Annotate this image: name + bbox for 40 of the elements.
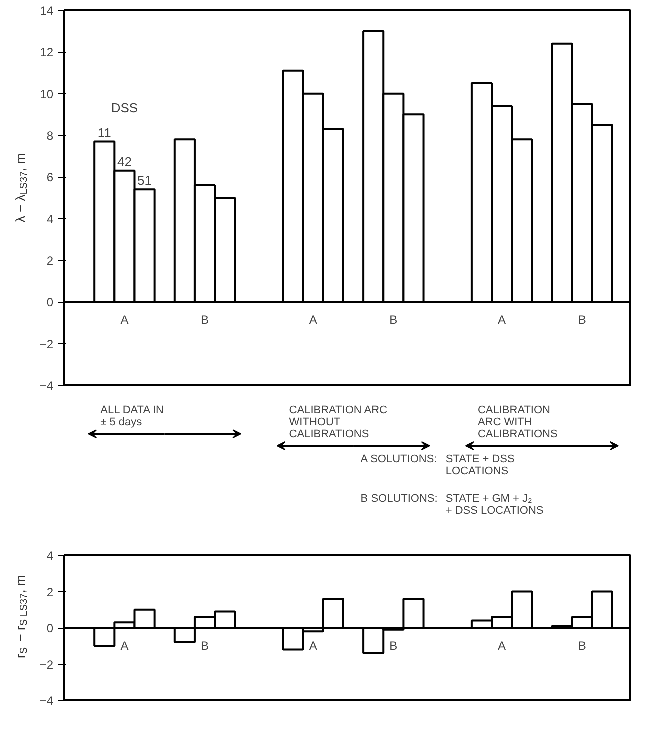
- x-tick-label: B: [578, 313, 586, 328]
- y-tick-label: 2: [46, 585, 54, 600]
- annotation: DSS: [111, 100, 138, 116]
- y-axis-title: λ − λLS37, m: [13, 153, 30, 223]
- x-tick-label: A: [498, 313, 506, 328]
- y-tick-label: 10: [40, 87, 54, 102]
- x-tick-label: B: [200, 313, 210, 328]
- y-tick-label: 4: [46, 549, 54, 563]
- x-tick-label: B: [200, 639, 210, 653]
- x-tick-label: A: [498, 639, 506, 653]
- series-label: 51: [138, 173, 152, 188]
- y-tick-label: −4: [40, 379, 54, 393]
- y-tick-label: 0: [46, 296, 54, 310]
- text: STATE + DSS LOCATIONS: [446, 454, 515, 478]
- x-tick-label: B: [578, 639, 586, 653]
- y-tick-label: 2: [46, 254, 54, 268]
- y-tick-label: 4: [46, 212, 54, 226]
- text: B SOLUTIONS:: [360, 492, 438, 505]
- y-tick-label: −2: [40, 658, 54, 672]
- y-tick-label: 12: [40, 46, 54, 60]
- text: A SOLUTIONS:: [360, 454, 438, 466]
- text: ALL DATA IN ± 5 days: [100, 404, 164, 429]
- x-tick-label: B: [390, 313, 398, 328]
- x-tick-label: A: [120, 639, 129, 653]
- text: STATE + GM + J₂ + DSS LOCATIONS: [446, 492, 544, 517]
- y-tick-label: 14: [40, 4, 54, 18]
- x-tick-label: A: [309, 639, 318, 653]
- y-tick-label: 0: [46, 622, 54, 636]
- text: CALIBRATION ARC WITHOUT CALIBRATIONS: [289, 404, 388, 440]
- y-tick-label: −2: [40, 337, 54, 352]
- text: CALIBRATION ARC WITH CALIBRATIONS: [478, 404, 558, 440]
- x-tick-label: B: [390, 639, 398, 653]
- y-tick-label: 6: [46, 170, 54, 185]
- series-label: 11: [98, 125, 112, 140]
- x-tick-label: A: [309, 313, 318, 328]
- y-axis-title: rS − rS LS37, m: [13, 575, 30, 659]
- x-tick-label: A: [120, 313, 129, 328]
- series-label: 42: [117, 154, 132, 170]
- y-tick-label: 8: [46, 129, 54, 143]
- y-tick-label: −4: [40, 694, 54, 708]
